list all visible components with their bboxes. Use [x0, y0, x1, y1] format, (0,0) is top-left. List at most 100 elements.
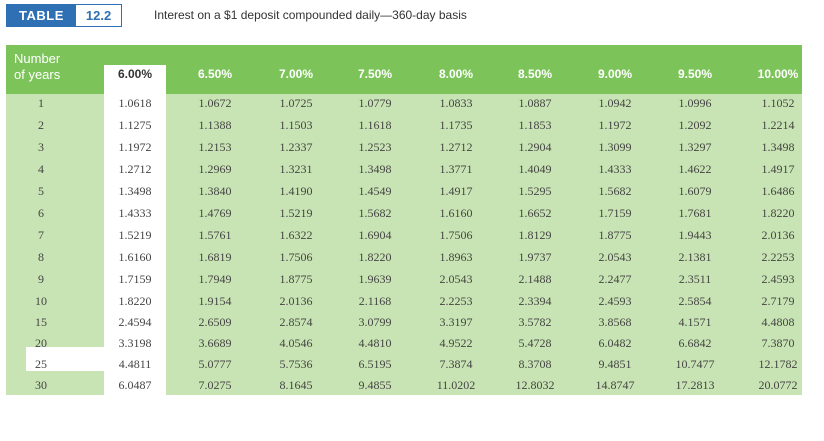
value-cell: 1.4549 — [358, 184, 392, 198]
value-cell: 2.0543 — [439, 272, 473, 286]
value-cell: 1.7949 — [198, 272, 232, 286]
value-cell: 1.7159 — [598, 206, 632, 220]
value-cell: 1.3840 — [198, 184, 232, 198]
value-cell: 6.0487 — [118, 378, 152, 392]
year-cell: 2 — [38, 118, 44, 132]
value-cell: 1.8775 — [598, 228, 632, 242]
value-cell: 1.6486 — [761, 184, 795, 198]
value-cell: 2.0136 — [279, 294, 313, 308]
value-cell: 5.7536 — [279, 357, 313, 371]
value-cell: 1.6160 — [439, 206, 473, 220]
column-header: 7.00% — [278, 67, 314, 81]
value-cell: 1.3099 — [598, 140, 632, 154]
value-cell: 1.0779 — [358, 96, 392, 110]
value-cell: 4.4810 — [358, 336, 392, 350]
value-cell: 7.3870 — [761, 336, 795, 350]
value-cell: 1.1735 — [439, 118, 473, 132]
value-cell: 1.2712 — [118, 162, 152, 176]
value-cell: 1.8129 — [518, 228, 552, 242]
value-cell: 3.0799 — [358, 315, 392, 329]
value-cell: 1.2712 — [439, 140, 473, 154]
value-cell: 1.2969 — [198, 162, 232, 176]
value-cell: 1.1972 — [598, 118, 632, 132]
value-cell: 1.3498 — [761, 140, 795, 154]
year-cell: 30 — [35, 378, 47, 392]
value-cell: 2.5854 — [678, 294, 712, 308]
value-cell: 1.7681 — [678, 206, 712, 220]
value-cell: 1.6904 — [358, 228, 392, 242]
highlight-row — [26, 347, 166, 371]
value-cell: 1.9443 — [678, 228, 712, 242]
value-cell: 1.5219 — [279, 206, 313, 220]
year-cell: 20 — [35, 336, 47, 350]
value-cell: 9.4855 — [358, 378, 392, 392]
column-header: 10.00% — [757, 67, 799, 81]
value-cell: 4.4811 — [118, 357, 152, 371]
value-cell: 12.1782 — [758, 357, 798, 371]
value-cell: 1.8220 — [761, 206, 795, 220]
value-cell: 2.2253 — [439, 294, 473, 308]
column-header: 9.50% — [677, 67, 713, 81]
value-cell: 2.2477 — [598, 272, 632, 286]
value-cell: 2.8574 — [279, 315, 313, 329]
value-cell: 3.3197 — [439, 315, 473, 329]
value-cell: 1.3498 — [118, 184, 152, 198]
table-number: 12.2 — [75, 5, 122, 26]
value-cell: 2.0543 — [598, 250, 632, 264]
year-cell: 7 — [38, 228, 44, 242]
column-header: 8.50% — [517, 67, 553, 81]
value-cell: 1.5219 — [118, 228, 152, 242]
value-cell: 5.4728 — [518, 336, 552, 350]
value-cell: 1.4190 — [279, 184, 313, 198]
value-cell: 3.8568 — [598, 315, 632, 329]
year-cell: 25 — [35, 357, 47, 371]
value-cell: 7.3874 — [439, 357, 473, 371]
value-cell: 1.1853 — [518, 118, 552, 132]
value-cell: 1.2153 — [198, 140, 232, 154]
year-cell: 3 — [38, 140, 44, 154]
value-cell: 6.5195 — [358, 357, 392, 371]
value-cell: 2.0136 — [761, 228, 795, 242]
value-cell: 17.2813 — [675, 378, 715, 392]
value-cell: 1.2337 — [279, 140, 313, 154]
value-cell: 6.6842 — [678, 336, 712, 350]
value-cell: 1.4622 — [678, 162, 712, 176]
value-cell: 2.4593 — [598, 294, 632, 308]
value-cell: 1.4917 — [439, 184, 473, 198]
value-cell: 4.0546 — [279, 336, 313, 350]
value-cell: 1.9737 — [518, 250, 552, 264]
value-cell: 1.7506 — [279, 250, 313, 264]
value-cell: 1.0833 — [439, 96, 473, 110]
column-header: 7.50% — [357, 67, 393, 81]
year-cell: 1 — [38, 96, 44, 110]
value-cell: 1.1388 — [198, 118, 232, 132]
value-cell: 1.1275 — [118, 118, 152, 132]
value-cell: 2.1488 — [518, 272, 552, 286]
year-cell: 9 — [38, 272, 44, 286]
value-cell: 1.5682 — [358, 206, 392, 220]
value-cell: 7.0275 — [198, 378, 232, 392]
value-cell: 1.4049 — [518, 162, 552, 176]
value-cell: 1.3297 — [678, 140, 712, 154]
year-cell: 15 — [35, 315, 47, 329]
value-cell: 1.3498 — [358, 162, 392, 176]
highlight-column — [104, 65, 166, 395]
value-cell: 4.1571 — [678, 315, 712, 329]
value-cell: 3.3198 — [118, 336, 152, 350]
value-cell: 1.6160 — [118, 250, 152, 264]
row-header-line2: of years — [14, 67, 61, 82]
value-cell: 2.1381 — [678, 250, 712, 264]
value-cell: 2.7179 — [761, 294, 795, 308]
value-cell: 1.0725 — [279, 96, 313, 110]
value-cell: 1.0618 — [118, 96, 152, 110]
value-cell: 2.3511 — [678, 272, 712, 286]
value-cell: 1.8220 — [358, 250, 392, 264]
year-cell: 8 — [38, 250, 44, 264]
value-cell: 1.0887 — [518, 96, 552, 110]
value-cell: 1.0672 — [198, 96, 232, 110]
value-cell: 14.8747 — [595, 378, 635, 392]
value-cell: 20.0772 — [758, 378, 798, 392]
value-cell: 1.8220 — [118, 294, 152, 308]
value-cell: 10.7477 — [675, 357, 715, 371]
value-cell: 2.1168 — [358, 294, 392, 308]
